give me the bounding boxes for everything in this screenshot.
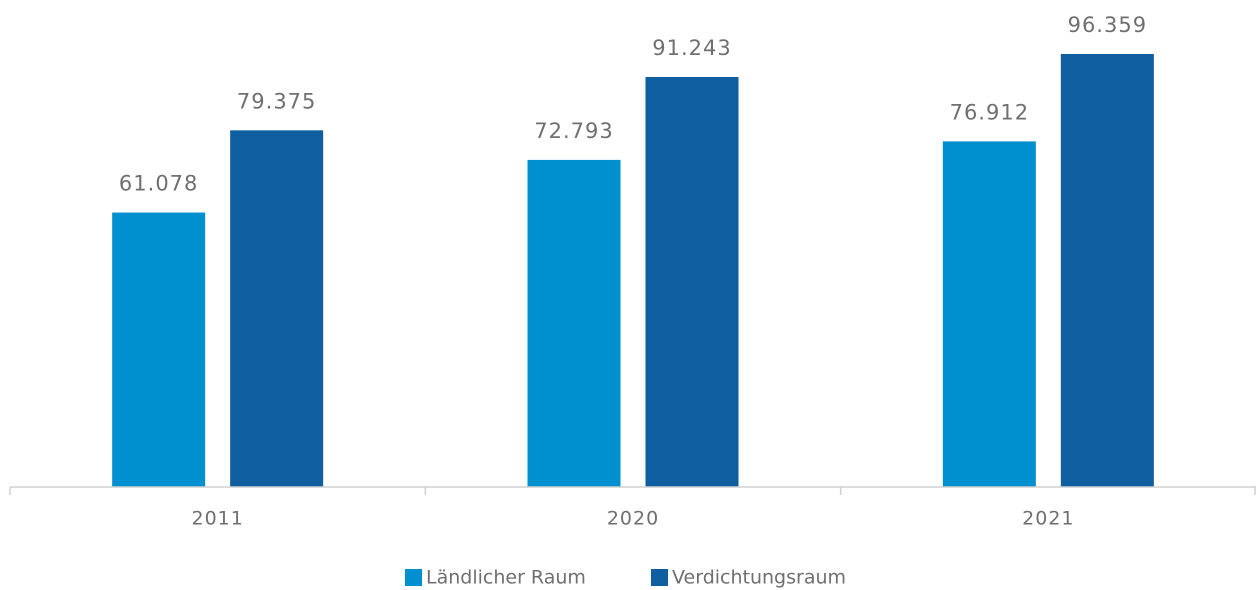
bar — [230, 130, 324, 487]
value-label: 61.078 — [119, 172, 198, 196]
legend-swatch — [405, 569, 422, 586]
legend-swatch — [651, 569, 668, 586]
x-tick-label: 2020 — [607, 508, 659, 530]
bar — [1060, 54, 1154, 487]
value-label: 79.375 — [237, 89, 316, 113]
value-label: 91.243 — [652, 36, 731, 60]
bar — [942, 141, 1036, 488]
x-tick-label: 2021 — [1022, 508, 1074, 530]
bar — [112, 212, 206, 488]
value-label: 72.793 — [534, 119, 613, 143]
legend-label: Ländlicher Raum — [426, 567, 586, 589]
x-tick-label: 2011 — [191, 508, 243, 530]
legend-label: Verdichtungsraum — [672, 567, 846, 589]
value-label: 76.912 — [950, 100, 1029, 124]
value-label: 96.359 — [1068, 13, 1147, 37]
bar — [645, 76, 739, 487]
bar — [527, 159, 621, 487]
